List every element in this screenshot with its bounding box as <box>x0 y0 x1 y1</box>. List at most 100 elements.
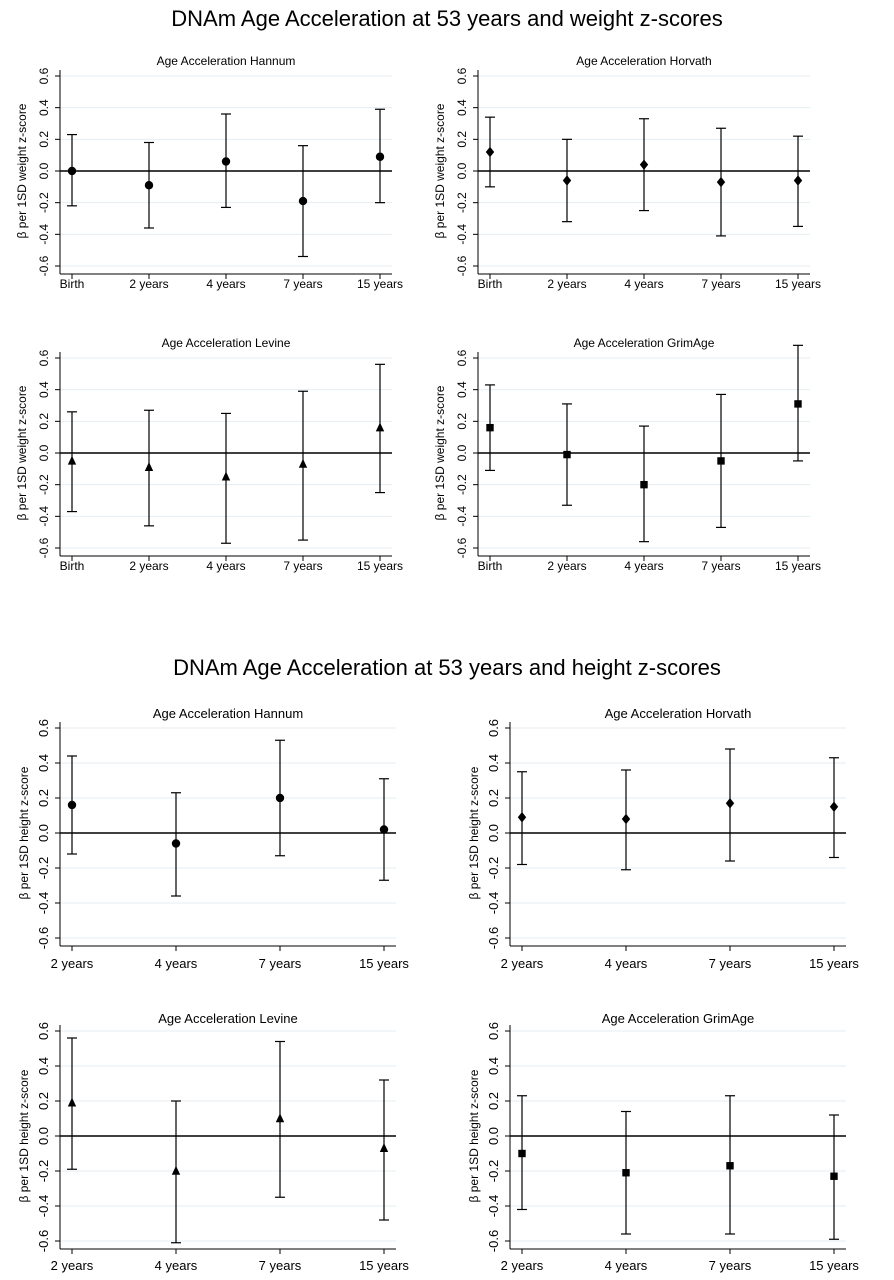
y-tick-label: -0.6 <box>455 255 469 276</box>
weight-section-title: DNAm Age Acceleration at 53 years and we… <box>171 6 723 31</box>
panel-title: Age Acceleration Levine <box>158 1011 297 1026</box>
x-tick-label: 15 years <box>359 956 409 971</box>
x-tick-label: 4 years <box>206 277 245 291</box>
y-axis-label: β per 1SD height z-score <box>467 766 481 899</box>
y-tick-label: -0.4 <box>486 1195 501 1217</box>
y-tick-label: 0.0 <box>486 824 501 842</box>
y-tick-label: -0.4 <box>455 224 469 245</box>
y-axis-label: β per 1SD height z-score <box>17 1069 31 1202</box>
y-tick-label: 0.0 <box>486 1127 501 1145</box>
panel-title: Age Acceleration Hannum <box>153 706 303 721</box>
y-tick-label: -0.2 <box>455 474 469 495</box>
y-tick-label: -0.6 <box>36 927 51 949</box>
x-tick-label: 7 years <box>709 956 752 971</box>
data-point <box>622 1169 630 1177</box>
x-tick-label: 7 years <box>259 956 302 971</box>
data-point <box>144 462 154 471</box>
data-point <box>171 839 181 848</box>
y-tick-label: 0.6 <box>36 719 51 737</box>
x-tick-label: 15 years <box>809 1258 859 1273</box>
x-tick-label: 4 years <box>605 1258 648 1273</box>
chart-height-grimage: Age Acceleration GrimAge β per 1SD height… <box>467 1011 859 1273</box>
panel-title: Age Acceleration GrimAge <box>574 336 715 350</box>
y-tick-label: 0.4 <box>486 754 501 772</box>
data-point <box>725 798 735 809</box>
x-tick-label: 7 years <box>709 1258 752 1273</box>
y-tick-label: -0.4 <box>37 506 51 527</box>
x-tick-label: 2 years <box>51 1258 94 1273</box>
x-tick-label: 2 years <box>129 559 168 573</box>
y-tick-label: -0.4 <box>486 892 501 914</box>
panel-title: Age Acceleration Horvath <box>605 706 752 721</box>
data-point <box>379 825 389 834</box>
y-tick-label: 0.6 <box>36 1022 51 1040</box>
data-point <box>793 175 803 186</box>
y-tick-label: -0.6 <box>37 537 51 558</box>
x-tick-label: 15 years <box>357 277 403 291</box>
y-tick-label: 0.0 <box>36 824 51 842</box>
y-tick-label: 0.0 <box>37 162 51 179</box>
data-point <box>726 1162 734 1170</box>
x-tick-label: 15 years <box>775 277 821 291</box>
y-tick-label: 0.0 <box>455 162 469 179</box>
x-tick-label: 4 years <box>155 1258 198 1273</box>
chart-weight-grimage: Age Acceleration GrimAge β per 1SD weight… <box>433 336 821 573</box>
data-point <box>67 166 77 176</box>
y-tick-label: 0.0 <box>455 444 469 461</box>
x-tick-label: 4 years <box>624 277 663 291</box>
y-tick-label: 0.2 <box>486 789 501 807</box>
y-tick-label: -0.6 <box>37 255 51 276</box>
data-point <box>517 812 527 823</box>
data-point <box>716 176 726 188</box>
y-tick-label: -0.2 <box>486 1160 501 1182</box>
chart-height-horvath: Age Acceleration Horvath β per 1SD height… <box>467 706 859 971</box>
y-tick-label: -0.6 <box>36 1230 51 1252</box>
x-tick-label: 7 years <box>259 1258 302 1273</box>
x-tick-label: Birth <box>478 277 503 291</box>
y-tick-label: -0.2 <box>37 474 51 495</box>
data-point <box>298 458 308 468</box>
x-tick-label: 15 years <box>809 956 859 971</box>
data-point <box>829 801 839 812</box>
panel-title: Age Acceleration Hannum <box>157 54 296 68</box>
x-tick-label: 2 years <box>501 1258 544 1273</box>
x-tick-label: Birth <box>60 277 85 291</box>
x-tick-label: Birth <box>60 559 85 573</box>
x-tick-label: 15 years <box>359 1258 409 1273</box>
x-tick-label: 4 years <box>155 956 198 971</box>
y-tick-label: 0.4 <box>455 381 469 398</box>
data-point <box>67 800 77 810</box>
y-tick-label: 0.2 <box>36 789 51 807</box>
data-point <box>639 159 649 170</box>
x-tick-label: 15 years <box>775 559 821 573</box>
y-tick-label: -0.2 <box>36 857 51 879</box>
y-axis-label: β per 1SD weight z-score <box>433 103 447 238</box>
y-tick-label: 0.6 <box>455 349 469 366</box>
y-axis-label: β per 1SD weight z-score <box>15 103 29 238</box>
x-tick-label: 2 years <box>501 956 544 971</box>
x-tick-label: 4 years <box>605 956 648 971</box>
y-tick-label: 0.4 <box>36 1057 51 1075</box>
data-point <box>379 1143 389 1152</box>
data-point <box>794 400 802 408</box>
chart-height-levine: Age Acceleration Levine β per 1SD height … <box>17 1011 409 1273</box>
y-tick-label: -0.6 <box>486 927 501 949</box>
y-tick-label: 0.4 <box>486 1057 501 1075</box>
panel-title: Age Acceleration Horvath <box>576 54 711 68</box>
x-tick-label: 7 years <box>701 559 740 573</box>
y-tick-label: 0.6 <box>486 1022 501 1040</box>
y-tick-label: -0.4 <box>37 224 51 245</box>
x-tick-label: 4 years <box>206 559 245 573</box>
y-tick-label: -0.6 <box>455 537 469 558</box>
y-tick-label: 0.0 <box>37 444 51 461</box>
y-tick-label: 0.4 <box>36 754 51 772</box>
data-point <box>563 450 571 459</box>
y-axis-label: β per 1SD weight z-score <box>433 385 447 520</box>
height-section-title: DNAm Age Acceleration at 53 years and he… <box>173 655 721 680</box>
x-tick-label: 4 years <box>624 559 663 573</box>
chart-weight-levine: Age Acceleration Levine β per 1SD weight … <box>15 336 403 573</box>
y-axis-label: β per 1SD height z-score <box>17 766 31 899</box>
x-tick-label: 15 years <box>357 559 403 573</box>
y-tick-label: 0.4 <box>37 381 51 398</box>
data-point <box>298 196 308 206</box>
